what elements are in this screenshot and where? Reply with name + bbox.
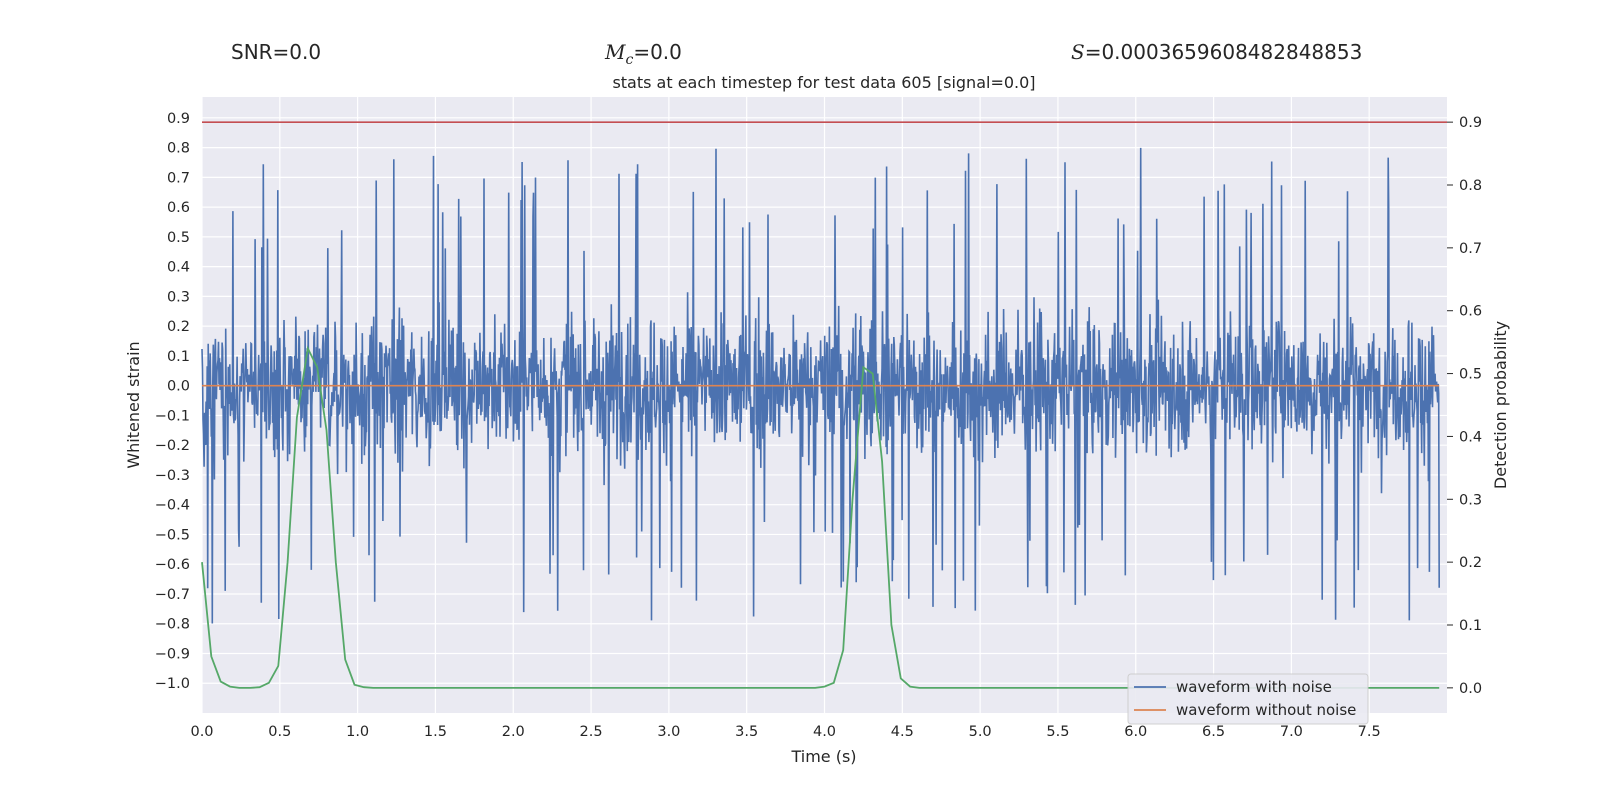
x-tick-label: 5.0 — [969, 724, 992, 740]
snr-readout: SNR=0.0 — [231, 40, 321, 64]
y-tick-label: 0.2 — [167, 319, 190, 335]
y2-tick-label: 0.5 — [1459, 367, 1482, 383]
y-tick-label: 0.9 — [167, 111, 190, 127]
y2-tick-label: 0.7 — [1459, 241, 1482, 257]
mc-value: =0.0 — [633, 40, 682, 64]
y-tick-label: −1.0 — [155, 676, 190, 692]
y-tick-label: −0.5 — [155, 527, 190, 543]
noise-line — [201, 147, 1440, 624]
x-tick-label: 3.5 — [735, 724, 758, 740]
y2-tick-label: 0.8 — [1459, 178, 1482, 194]
y2-axis-ticks: 0.9 0.8 0.7 0.6 0.5 0.4 0.3 0.2 0.1 0.0 — [1447, 115, 1482, 697]
s-symbol: S — [1071, 40, 1085, 64]
y-tick-label: 0.7 — [167, 170, 190, 186]
y-tick-label: 0.5 — [167, 230, 190, 246]
x-tick-label: 1.0 — [346, 724, 369, 740]
waveform-with-noise-series — [201, 147, 1440, 624]
y2-tick-label: 0.9 — [1459, 115, 1482, 131]
mc-symbol: M — [605, 40, 626, 64]
y-tick-label: −0.4 — [155, 498, 190, 514]
s-value: =0.0003659608482848853 — [1084, 40, 1363, 64]
y2-tick-label: 0.3 — [1459, 492, 1482, 508]
y-tick-label: −0.9 — [155, 646, 190, 662]
y-tick-label: 0.8 — [167, 141, 190, 157]
x-tick-label: 6.0 — [1124, 724, 1147, 740]
y-tick-label: −0.2 — [155, 438, 190, 454]
y-tick-label: −0.6 — [155, 557, 190, 573]
probability-line — [201, 345, 1440, 689]
y-tick-label: −0.3 — [155, 468, 190, 484]
x-tick-label: 7.0 — [1280, 724, 1303, 740]
y-tick-label: 0.6 — [167, 200, 190, 216]
x-tick-label: 6.5 — [1202, 724, 1225, 740]
x-tick-label: 4.5 — [891, 724, 914, 740]
x-tick-label: 0.5 — [268, 724, 291, 740]
y-tick-label: 0.1 — [167, 349, 190, 365]
y2-tick-label: 0.1 — [1459, 618, 1482, 634]
y-tick-label: −0.8 — [155, 617, 190, 633]
x-tick-label: 2.5 — [580, 724, 603, 740]
x-tick-label: 0.0 — [190, 724, 213, 740]
x-tick-label: 4.0 — [813, 724, 836, 740]
y-axis-label: Whitened strain — [124, 341, 143, 468]
x-axis-label: Time (s) — [790, 747, 856, 766]
y2-tick-label: 0.0 — [1459, 681, 1482, 697]
y2-tick-label: 0.2 — [1459, 555, 1482, 571]
y-tick-label: 0.4 — [167, 260, 190, 276]
y-tick-label: −0.7 — [155, 587, 190, 603]
x-tick-label: 1.5 — [424, 724, 447, 740]
s-statistic-readout: S=0.0003659608482848853 — [1071, 40, 1362, 64]
chirp-mass-readout: Mc=0.0 — [605, 40, 682, 68]
x-tick-label: 5.5 — [1046, 724, 1069, 740]
legend-label-clean: waveform without noise — [1176, 701, 1356, 719]
mc-subscript: c — [625, 52, 634, 68]
y-axis-ticks: 0.9 0.8 0.7 0.6 0.5 0.4 0.3 0.2 0.1 0.0 −0.1 −0.2 −0… — [155, 111, 190, 692]
y-tick-label: 0.3 — [167, 289, 190, 305]
y-tick-label: 0.0 — [167, 379, 190, 395]
x-tick-label: 2.0 — [502, 724, 525, 740]
legend-label-noise: waveform with noise — [1176, 678, 1332, 696]
chart-title: stats at each timestep for test data 605… — [612, 73, 1035, 92]
legend: waveform with noise waveform without nois… — [1127, 673, 1369, 725]
detection-probability-series — [201, 345, 1440, 689]
snr-label: SNR=0.0 — [231, 40, 322, 64]
y2-axis-label: Detection probability — [1491, 321, 1510, 489]
y2-tick-label: 0.6 — [1459, 304, 1482, 320]
x-tick-label: 7.5 — [1358, 724, 1381, 740]
x-axis-ticks: 0.0 0.5 1.0 1.5 2.0 2.5 3.0 3.5 4.0 4.5 5.0 5.5 6.0 6… — [190, 724, 1380, 740]
legend-box — [1127, 673, 1369, 725]
x-tick-label: 3.0 — [657, 724, 680, 740]
y2-tick-label: 0.4 — [1459, 429, 1482, 445]
y-tick-label: −0.1 — [155, 408, 190, 424]
